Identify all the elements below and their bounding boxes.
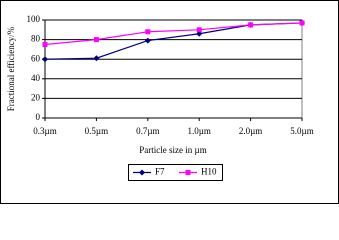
marker (145, 29, 151, 35)
legend-label: H10 (201, 167, 217, 177)
marker (139, 169, 145, 176)
legend: F7 H10 (128, 164, 223, 181)
y-tick-label: 100 (27, 14, 41, 24)
series-line (44, 22, 303, 46)
legend-label: F7 (155, 167, 165, 177)
y-tick-label: 20 (31, 92, 41, 102)
y-tick-label: 40 (31, 73, 41, 83)
x-tick-label: 1.0µm (187, 126, 210, 136)
marker (42, 42, 48, 47)
x-tick-label: 0.5µm (85, 126, 108, 136)
x-tick-label: 0.7µm (136, 126, 159, 136)
x-tick-label: 2.0µm (239, 126, 262, 136)
marker (196, 27, 202, 33)
chart: Fractional efficiency/% Particle size in… (0, 0, 339, 204)
y-tick-label: 60 (31, 53, 41, 63)
marker (185, 170, 191, 175)
x-tick-label: 5.0µm (290, 126, 313, 136)
marker (42, 56, 48, 63)
x-axis-title: Particle size in µm (139, 145, 206, 155)
marker (299, 20, 305, 26)
x-tick-label: 0.3µm (33, 126, 56, 136)
y-axis-title: Fractional efficiency/% (6, 26, 16, 111)
marker (144, 37, 151, 44)
y-tick-label: 80 (31, 34, 41, 44)
legend-box (128, 164, 223, 181)
plot-area (44, 19, 303, 119)
marker (248, 22, 254, 28)
marker (93, 37, 99, 43)
marker (93, 55, 100, 62)
y-tick-label: 0 (36, 112, 41, 122)
